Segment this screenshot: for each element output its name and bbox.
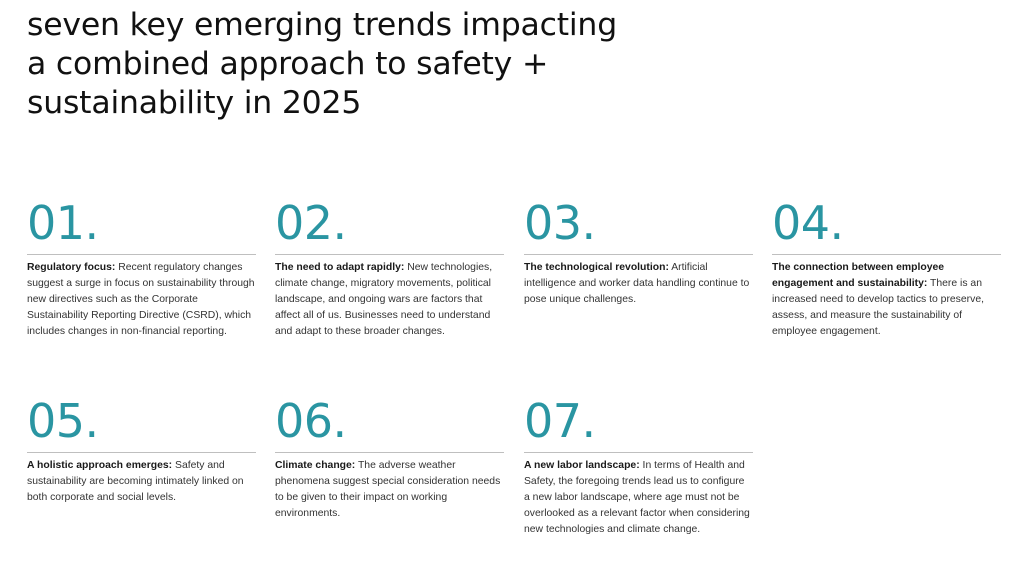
- trend-lead: Climate change:: [275, 460, 356, 471]
- trend-lead: Regulatory focus:: [27, 262, 116, 273]
- trend-description: The connection between employee engageme…: [772, 260, 1001, 340]
- trend-body: The adverse weather phenomena suggest sp…: [275, 460, 501, 519]
- trend-lead: A holistic approach emerges:: [27, 460, 173, 471]
- trend-card-07: 07. A new labor landscape: In terms of H…: [524, 397, 753, 538]
- divider: [275, 452, 504, 453]
- trend-card-02: 02. The need to adapt rapidly: New techn…: [275, 199, 504, 340]
- trend-description: Climate change: The adverse weather phen…: [275, 458, 504, 522]
- trend-body: New technologies, climate change, migrat…: [275, 262, 493, 337]
- divider: [27, 254, 256, 255]
- trend-card-06: 06. Climate change: The adverse weather …: [275, 397, 504, 522]
- trend-number: 04.: [772, 196, 844, 250]
- trend-description: Regulatory focus: Recent regulatory chan…: [27, 260, 256, 340]
- page-title-line-1: seven key emerging trends impacting: [27, 7, 617, 43]
- trend-body: Recent regulatory changes suggest a surg…: [27, 262, 255, 337]
- divider: [524, 452, 753, 453]
- trend-card-04: 04. The connection between employee enga…: [772, 199, 1001, 340]
- trend-number: 06.: [275, 394, 347, 448]
- page-title-line-3: sustainability in 2025: [27, 85, 362, 121]
- trend-card-03: 03. The technological revolution: Artifi…: [524, 199, 753, 308]
- trend-description: A holistic approach emerges: Safety and …: [27, 458, 256, 506]
- divider: [275, 254, 504, 255]
- trend-body: In terms of Health and Safety, the foreg…: [524, 460, 750, 535]
- divider: [772, 254, 1001, 255]
- divider: [27, 452, 256, 453]
- trend-number: 03.: [524, 196, 596, 250]
- trend-description: The need to adapt rapidly: New technolog…: [275, 260, 504, 340]
- trend-lead: The connection between employee engageme…: [772, 262, 945, 289]
- trend-lead: The need to adapt rapidly:: [275, 262, 405, 273]
- trend-lead: The technological revolution:: [524, 262, 669, 273]
- trend-lead: A new labor landscape:: [524, 460, 640, 471]
- trend-card-01: 01. Regulatory focus: Recent regulatory …: [27, 199, 256, 340]
- trend-number: 07.: [524, 394, 596, 448]
- trend-body: There is an increased need to develop ta…: [772, 278, 984, 337]
- trend-body: Safety and sustainability are becoming i…: [27, 460, 244, 503]
- trend-description: The technological revolution: Artificial…: [524, 260, 753, 308]
- page-title-line-2: a combined approach to safety +: [27, 46, 549, 82]
- trend-number: 05.: [27, 394, 99, 448]
- trend-card-05: 05. A holistic approach emerges: Safety …: [27, 397, 256, 506]
- divider: [524, 254, 753, 255]
- page-title: seven key emerging trends impacting a co…: [27, 6, 727, 123]
- trend-number: 01.: [27, 196, 99, 250]
- trend-description: A new labor landscape: In terms of Healt…: [524, 458, 753, 538]
- trend-number: 02.: [275, 196, 347, 250]
- trend-body: Artificial intelligence and worker data …: [524, 262, 750, 305]
